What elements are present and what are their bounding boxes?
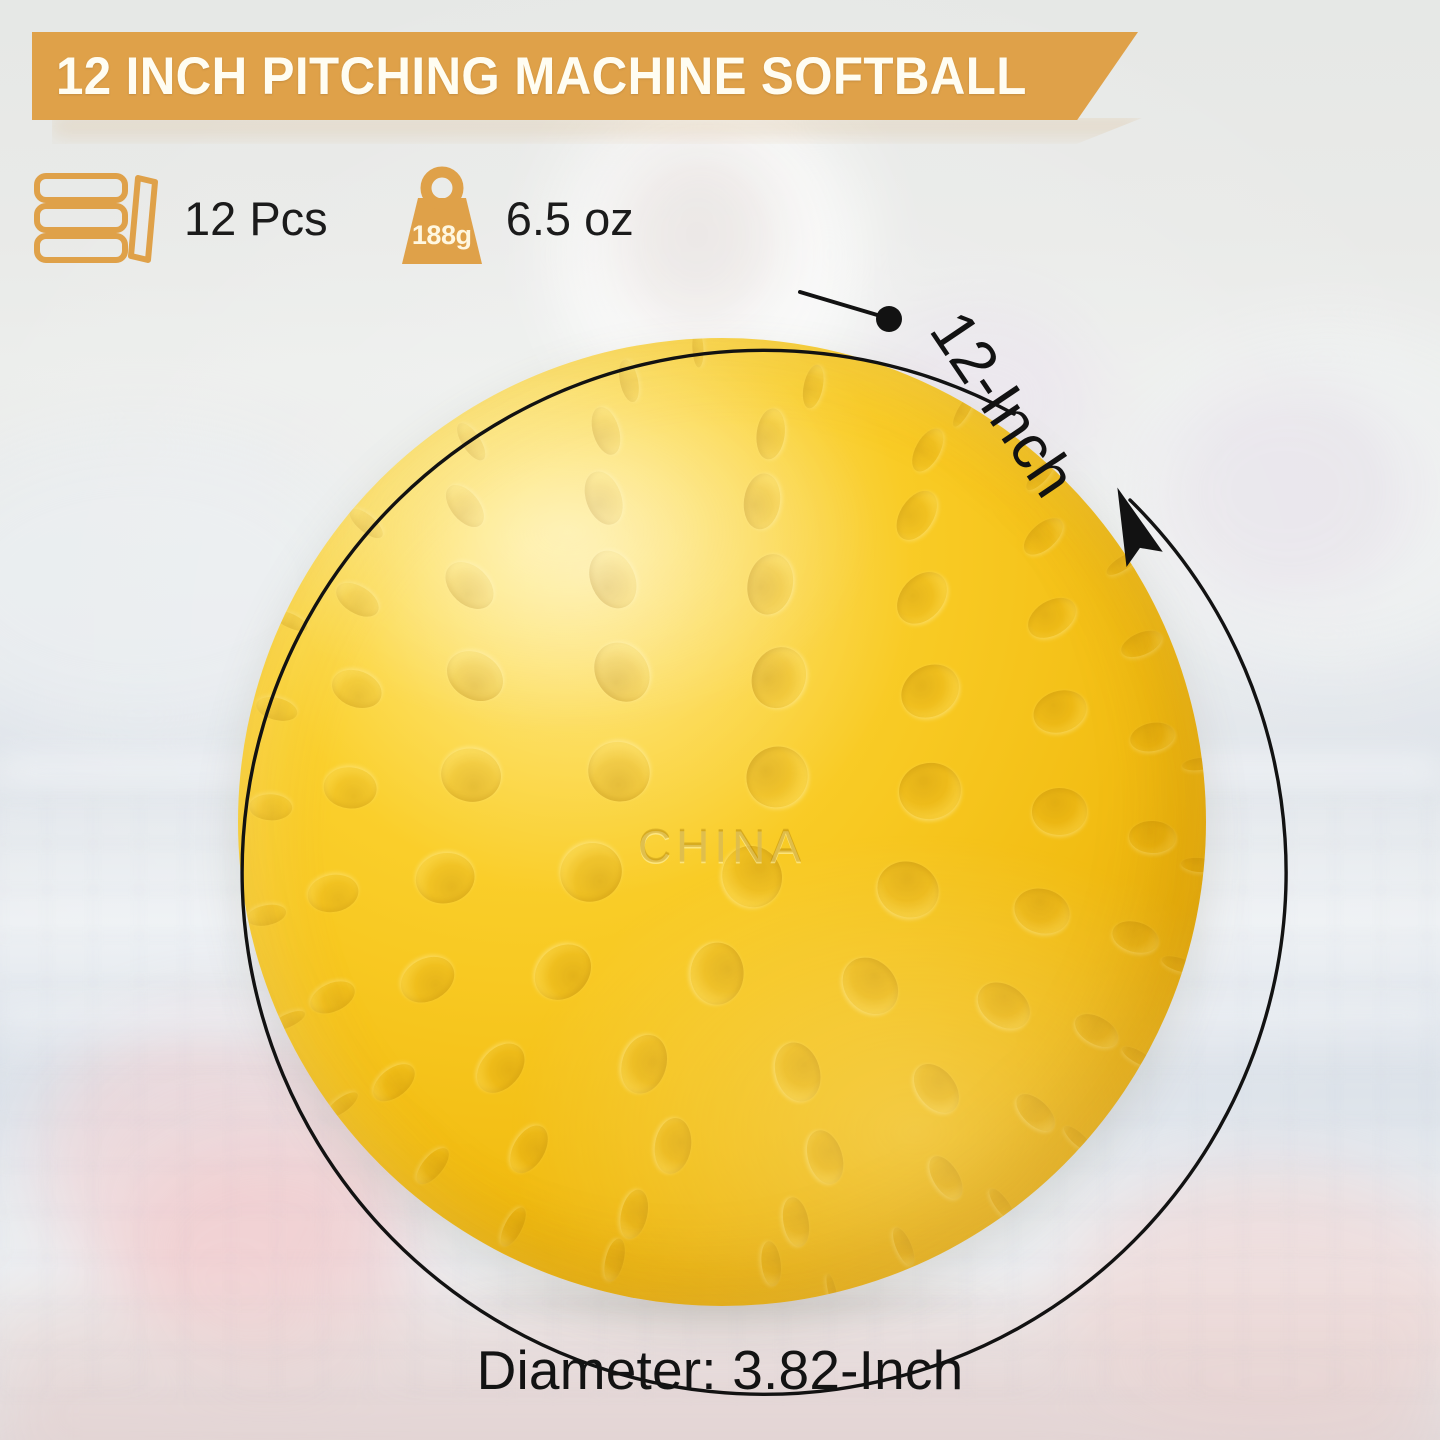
ball-dimple bbox=[248, 793, 293, 822]
label-leader-line bbox=[798, 290, 886, 319]
ball-dimple bbox=[741, 471, 785, 532]
ball-dimple bbox=[522, 932, 602, 1012]
ball-dimple bbox=[710, 835, 793, 919]
ball-dimple bbox=[325, 663, 387, 715]
ball-dimple bbox=[689, 942, 745, 1006]
ball-dimple bbox=[650, 1115, 695, 1177]
ball-dimple bbox=[759, 1240, 784, 1287]
ball-dimple bbox=[888, 483, 946, 547]
ball-dimple bbox=[905, 423, 950, 477]
weight-icon: 188g bbox=[396, 166, 488, 270]
ball-dimple bbox=[601, 1236, 629, 1283]
ball-dimple bbox=[869, 853, 947, 927]
ball-dimple bbox=[1009, 1087, 1062, 1138]
ball-dimple bbox=[741, 550, 798, 619]
label-leader-dot bbox=[876, 306, 902, 332]
ball-dimple bbox=[330, 575, 385, 624]
ball-dimple bbox=[1102, 548, 1142, 580]
ball-dimple bbox=[578, 466, 630, 531]
ball-dimple bbox=[742, 638, 816, 717]
ball-dimple bbox=[1069, 1006, 1124, 1054]
ball-dimple bbox=[891, 654, 970, 729]
ball-dimple bbox=[1060, 1122, 1096, 1156]
ball-dimple bbox=[1119, 1043, 1157, 1072]
ball-dimple bbox=[1128, 820, 1177, 854]
ball-dimple bbox=[438, 641, 513, 712]
ball-dimple bbox=[577, 731, 660, 812]
ball-dimple bbox=[691, 338, 705, 368]
ball-dimple bbox=[801, 1125, 850, 1188]
ball-dimple bbox=[586, 403, 626, 459]
page-title: 12 INCH PITCHING MACHINE SOFTBALL bbox=[56, 46, 1027, 106]
ball-dimple bbox=[985, 1185, 1019, 1224]
ball-dimple bbox=[969, 972, 1038, 1038]
ball-dimple bbox=[831, 946, 910, 1025]
ball-dimple bbox=[799, 362, 827, 410]
spec-weight: 188g 6.5 oz bbox=[396, 166, 634, 270]
ball-dimple bbox=[768, 1036, 828, 1107]
ball-dimple-texture bbox=[238, 338, 1206, 1306]
banner-dropshadow bbox=[52, 118, 1142, 144]
ball-dimple bbox=[1022, 456, 1059, 495]
diameter-caption: Diameter: 3.82-Inch bbox=[476, 1339, 964, 1401]
spec-quantity-label: 12 Pcs bbox=[184, 191, 328, 245]
ball-dimple bbox=[1180, 855, 1206, 874]
ball-dimple bbox=[366, 1056, 422, 1109]
ball-dimple bbox=[495, 1203, 531, 1250]
ball-dimple bbox=[613, 1028, 675, 1100]
ball-dimple bbox=[1117, 625, 1166, 663]
ball-dimple bbox=[322, 1087, 362, 1122]
weight-icon-value: 188g bbox=[411, 220, 472, 250]
ball-dimple bbox=[1008, 881, 1075, 940]
ball-dimple bbox=[580, 543, 645, 617]
ball-dimple bbox=[322, 764, 379, 811]
ball-dimple bbox=[1027, 683, 1092, 740]
spec-weight-label: 6.5 oz bbox=[505, 191, 634, 245]
ball-dimple bbox=[1109, 916, 1163, 958]
title-banner: 12 INCH PITCHING MACHINE SOFTBALL bbox=[32, 32, 1138, 120]
ball-dimple bbox=[393, 948, 463, 1012]
ball-dimple bbox=[304, 870, 362, 916]
ball-dimple bbox=[1181, 756, 1206, 773]
ball-dimple bbox=[734, 733, 821, 820]
ball-dimple bbox=[753, 406, 788, 461]
ball-dimple bbox=[411, 847, 480, 909]
ball-dimple bbox=[615, 1186, 653, 1241]
ball-dimple bbox=[1159, 953, 1199, 977]
spec-row: 12 Pcs 188g 6.5 oz bbox=[30, 166, 634, 270]
ball-dimple bbox=[1031, 787, 1089, 836]
ball-dimple bbox=[895, 758, 965, 823]
ball-dimple bbox=[253, 692, 300, 725]
ball-dimple bbox=[615, 357, 642, 404]
softball-image: CHINA bbox=[238, 338, 1206, 1306]
ball-dimple bbox=[436, 552, 503, 618]
ball-dimple bbox=[948, 391, 977, 430]
ball-dimple bbox=[582, 632, 661, 713]
ball-dimple bbox=[502, 1119, 556, 1181]
ball-dimple bbox=[779, 1195, 814, 1249]
ball-dimple bbox=[904, 1055, 968, 1122]
ball-dimple bbox=[1127, 718, 1178, 756]
ball-dimple bbox=[304, 974, 360, 1020]
ball-dimple bbox=[270, 606, 311, 635]
ball-dimple bbox=[438, 477, 492, 534]
ball-dimple bbox=[1020, 590, 1083, 647]
ball-dimple bbox=[1017, 512, 1069, 562]
ball-dimple bbox=[551, 834, 631, 912]
spec-quantity: 12 Pcs bbox=[30, 168, 328, 268]
ball-dimple bbox=[244, 901, 288, 930]
ball-dimple bbox=[922, 1150, 969, 1205]
ball-dimple bbox=[436, 743, 506, 807]
ball-dimple bbox=[411, 1143, 455, 1190]
ball-dimple bbox=[887, 562, 957, 634]
ball-dimple bbox=[268, 1007, 308, 1035]
ball-dimple bbox=[468, 1034, 535, 1102]
ball-dimple bbox=[888, 1225, 920, 1269]
ball-dimple bbox=[345, 503, 388, 543]
ball-dimple bbox=[451, 419, 491, 465]
ball-dimple bbox=[824, 1273, 840, 1306]
stacked-boxes-icon bbox=[30, 168, 162, 268]
